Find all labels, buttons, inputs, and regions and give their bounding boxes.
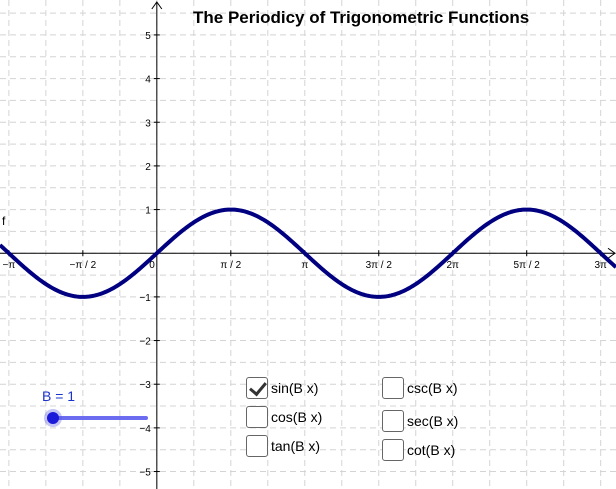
x-tick-label: 3π bbox=[594, 260, 607, 271]
x-tick-label: 3π / 2 bbox=[366, 260, 393, 271]
y-tick-label: −3 bbox=[139, 380, 151, 391]
checkbox-cos-label: cos(B x) bbox=[271, 409, 323, 425]
slider-track[interactable] bbox=[48, 416, 148, 420]
x-tick-label: −π bbox=[2, 260, 15, 271]
x-tick-label: 2π bbox=[446, 260, 459, 271]
y-axis-arrow bbox=[151, 1, 163, 10]
page-title: The Periodicy of Trigonometric Functions bbox=[193, 8, 530, 27]
checkbox-tan-box[interactable] bbox=[246, 435, 268, 457]
checkbox-sec-label: sec(B x) bbox=[407, 413, 459, 429]
checkbox-tan-label: tan(B x) bbox=[271, 438, 321, 454]
x-tick-label: π / 2 bbox=[220, 260, 241, 271]
y-tick-label: −4 bbox=[139, 424, 151, 435]
checkbox-cot[interactable]: cot(B x) bbox=[382, 439, 455, 461]
checkbox-sin[interactable]: sin(B x) bbox=[246, 377, 318, 399]
b-slider[interactable] bbox=[42, 410, 148, 426]
checkbox-sin-label: sin(B x) bbox=[271, 380, 319, 396]
x-tick-label: 0 bbox=[149, 260, 155, 271]
checkbox-cot-box[interactable] bbox=[382, 439, 404, 461]
slider-label: B = 1 bbox=[42, 388, 76, 404]
checkbox-sin-box[interactable] bbox=[246, 377, 268, 399]
y-tick-label: −1 bbox=[139, 293, 151, 304]
sine-curve bbox=[0, 207, 616, 299]
checkbox-csc-box[interactable] bbox=[382, 377, 404, 399]
x-tick-label: π bbox=[301, 260, 308, 271]
function-label: f bbox=[2, 214, 6, 228]
slider-knob[interactable] bbox=[47, 412, 59, 424]
checkbox-csc[interactable]: csc(B x) bbox=[382, 377, 458, 399]
checkbox-tan[interactable]: tan(B x) bbox=[246, 435, 320, 457]
checkbox-csc-label: csc(B x) bbox=[407, 380, 458, 396]
x-axis-arrow bbox=[607, 247, 616, 259]
y-tick-label: 5 bbox=[145, 31, 151, 42]
y-tick-label: 4 bbox=[145, 75, 151, 86]
checkbox-sec[interactable]: sec(B x) bbox=[382, 410, 458, 432]
y-tick-label: 2 bbox=[145, 162, 151, 173]
checkbox-cot-label: cot(B x) bbox=[407, 442, 456, 458]
x-tick-label: 5π / 2 bbox=[514, 260, 541, 271]
checkbox-cos-box[interactable] bbox=[246, 406, 268, 428]
y-tick-label: −5 bbox=[139, 468, 151, 479]
y-tick-label: 3 bbox=[145, 118, 151, 129]
x-tick-label: −π / 2 bbox=[70, 260, 97, 271]
checkbox-cos[interactable]: cos(B x) bbox=[246, 406, 322, 428]
y-tick-label: 1 bbox=[145, 206, 151, 217]
checkbox-sec-box[interactable] bbox=[382, 410, 404, 432]
y-tick-label: −2 bbox=[139, 337, 151, 348]
